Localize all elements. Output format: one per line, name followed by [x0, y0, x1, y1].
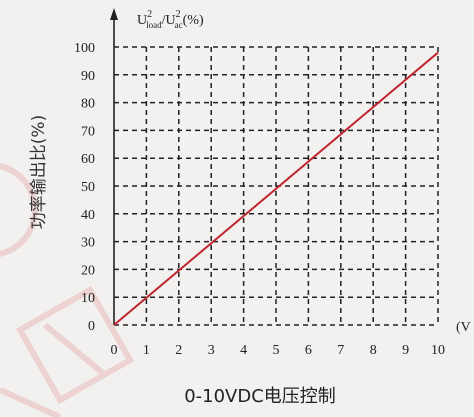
y-tick-label-100: 100 [74, 41, 95, 56]
x-tick-label-10: 10 [431, 343, 445, 358]
y-tick-label-10: 10 [81, 291, 95, 306]
x-tick-label-3: 3 [208, 343, 215, 358]
y-tick-label-50: 50 [81, 180, 95, 195]
x-tick-label-6: 6 [305, 343, 312, 358]
y-tick-labels: 0 10 20 30 40 50 60 70 80 90 100 [74, 41, 95, 334]
y-tick-label-60: 60 [81, 152, 95, 167]
y-tick-label-90: 90 [81, 69, 95, 84]
sub-2: ac [175, 20, 183, 30]
y-axis-arrow [110, 8, 118, 20]
y-axis-top-label: U2 load/U2 ac(%) [137, 9, 204, 30]
x-tick-label-1: 1 [143, 343, 150, 358]
series-group [113, 51, 439, 326]
y-tick-label-30: 30 [81, 236, 95, 251]
x-tick-label-7: 7 [337, 343, 344, 358]
chart-caption: 0-10VDC电压控制 [184, 386, 336, 407]
x-axis-label: (V [456, 320, 471, 335]
series-line-0 [113, 51, 439, 326]
x-tick-label-8: 8 [370, 343, 377, 358]
y-tick-label-20: 20 [81, 263, 95, 278]
x-tick-label-0: 0 [111, 343, 118, 358]
y-tick-label-40: 40 [81, 208, 95, 223]
x-tick-label-5: 5 [273, 343, 280, 358]
watermark [0, 163, 135, 417]
x-tick-label-9: 9 [402, 343, 409, 358]
y-tick-label-0: 0 [88, 319, 95, 334]
y-tick-label-80: 80 [81, 97, 95, 112]
sub-1: load [146, 20, 162, 30]
grid [114, 46, 439, 325]
sup-2: 2 [176, 9, 181, 20]
y-tick-label-70: 70 [81, 124, 95, 139]
x-tick-label-2: 2 [175, 343, 182, 358]
y-axis-label: 功率输出比(%) [29, 115, 49, 229]
axes [110, 8, 438, 326]
x-tick-label-4: 4 [240, 343, 247, 358]
sup-1: 2 [147, 9, 152, 20]
x-tick-labels: 0 1 2 3 4 5 6 7 8 9 10 [111, 343, 446, 358]
